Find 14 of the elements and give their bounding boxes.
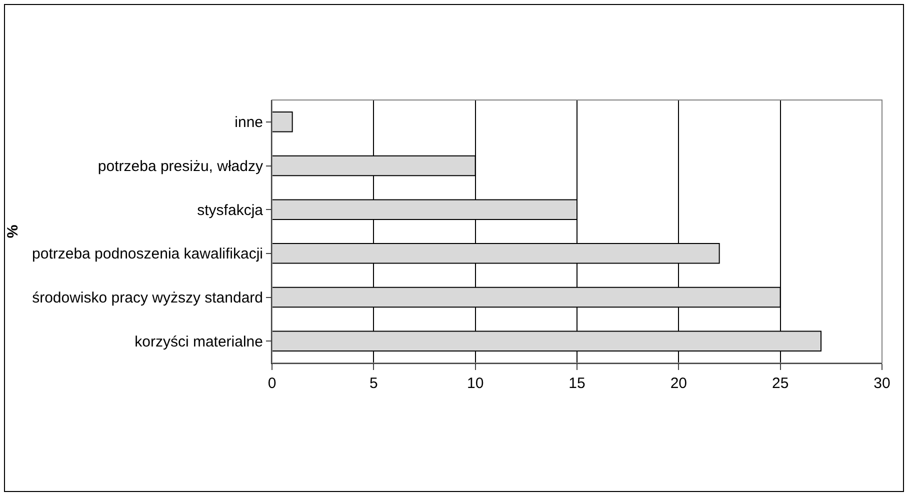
x-tick-label: 20 xyxy=(670,375,688,392)
y-tick-label: stysfakcja xyxy=(197,202,264,219)
y-tick-label: potrzeba podnoszenia kawalifikacji xyxy=(32,246,263,263)
y-tick-label: potrzeba presiżu, władzy xyxy=(98,158,264,175)
x-tick-label: 15 xyxy=(568,375,586,392)
y-tick-label: środowisko pracy wyższy standard xyxy=(32,290,263,306)
x-tick-label: 30 xyxy=(874,375,890,392)
x-tick-label: 5 xyxy=(370,375,378,392)
y-tick-label: inne xyxy=(234,114,263,132)
y-axis-title: % xyxy=(4,224,22,238)
y-tick-label: korzyści materialne xyxy=(134,333,263,350)
x-tick-label: 10 xyxy=(466,375,484,392)
x-tick-label: 25 xyxy=(772,375,789,392)
x-tick-label: 0 xyxy=(268,375,276,392)
